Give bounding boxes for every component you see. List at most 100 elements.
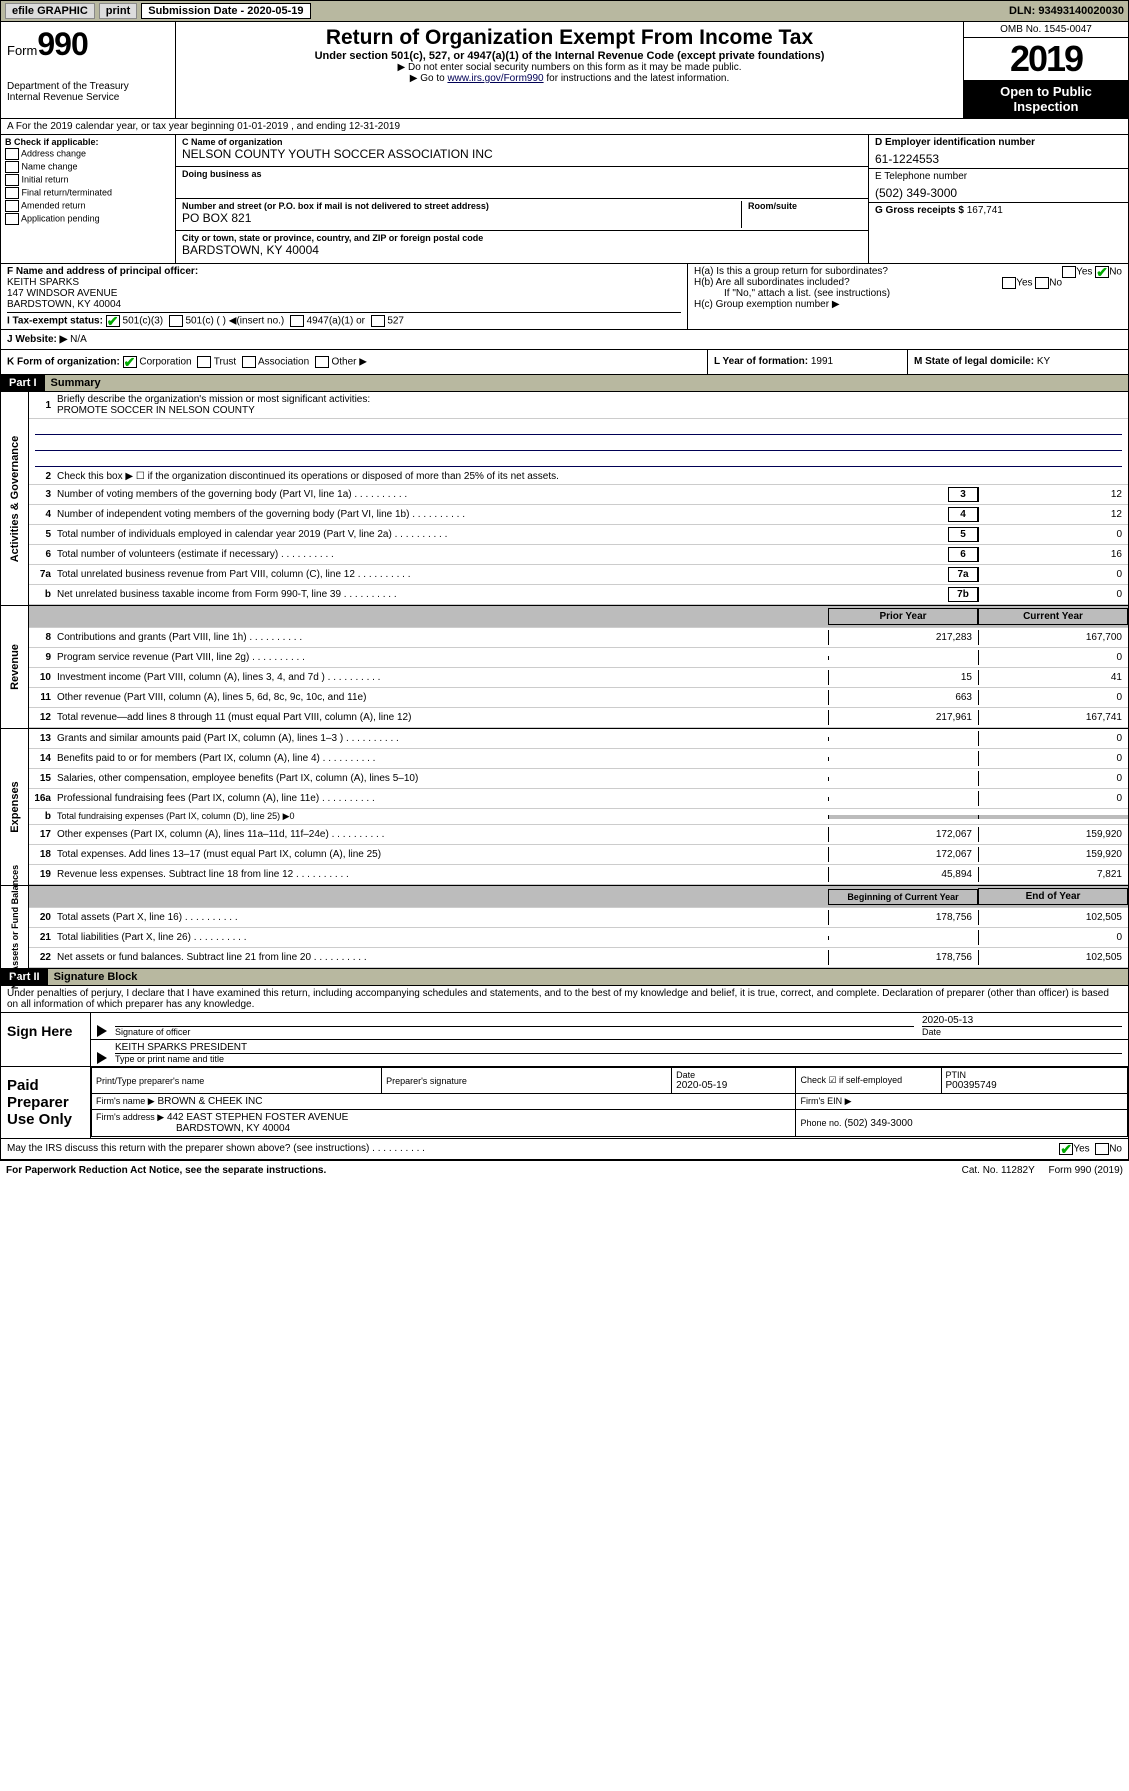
- form-note2: ▶ Go to www.irs.gov/Form990 for instruct…: [180, 73, 959, 84]
- discuss-row: May the IRS discuss this return with the…: [0, 1139, 1129, 1160]
- curr-line12: 167,741: [978, 710, 1128, 725]
- omb-number: OMB No. 1545-0047: [964, 22, 1128, 38]
- ein-value: 61-1224553: [875, 152, 1122, 166]
- form-note1: ▶ Do not enter social security numbers o…: [180, 62, 959, 73]
- print-button[interactable]: print: [99, 3, 137, 19]
- beg-line22: 178,756: [828, 950, 978, 965]
- prior-line18: 172,067: [828, 847, 978, 862]
- preparer-table: Print/Type preparer's name Preparer's si…: [91, 1067, 1128, 1137]
- curr-line11: 0: [978, 690, 1128, 705]
- row-fh: F Name and address of principal officer:…: [0, 264, 1129, 330]
- column-b-checkboxes: B Check if applicable: Address change Na…: [1, 135, 176, 263]
- form-subtitle: Under section 501(c), 527, or 4947(a)(1)…: [180, 50, 959, 62]
- chk-discuss-no[interactable]: [1095, 1143, 1109, 1155]
- column-c-org: C Name of organization NELSON COUNTY YOU…: [176, 135, 868, 263]
- dln-label: DLN: 93493140020030: [1009, 5, 1124, 17]
- irs-link[interactable]: www.irs.gov/Form990: [447, 73, 543, 84]
- year-formation: 1991: [811, 356, 833, 367]
- chk-501c[interactable]: [169, 315, 183, 327]
- efile-button[interactable]: efile GRAPHIC: [5, 3, 95, 19]
- curr-line10: 41: [978, 670, 1128, 685]
- row-a-taxyear: A For the 2019 calendar year, or tax yea…: [0, 119, 1129, 135]
- prior-line19: 45,894: [828, 867, 978, 882]
- chk-501c3[interactable]: [106, 315, 120, 327]
- chk-other[interactable]: [315, 356, 329, 368]
- prep-date: 2020-05-19: [676, 1080, 791, 1091]
- end-line22: 102,505: [978, 950, 1128, 965]
- chk-ha-yes[interactable]: [1062, 266, 1076, 278]
- chk-trust[interactable]: [197, 356, 211, 368]
- column-d-info: D Employer identification number 61-1224…: [868, 135, 1128, 263]
- page-footer: For Paperwork Reduction Act Notice, see …: [0, 1160, 1129, 1180]
- prior-line17: 172,067: [828, 827, 978, 842]
- arrow-icon: [97, 1025, 107, 1037]
- state-domicile: KY: [1037, 356, 1050, 367]
- top-toolbar: efile GRAPHIC print Submission Date - 20…: [0, 0, 1129, 22]
- officer-print-name: KEITH SPARKS PRESIDENT: [115, 1042, 1122, 1053]
- curr-line9: 0: [978, 650, 1128, 665]
- mission-text: PROMOTE SOCCER IN NELSON COUNTY: [57, 405, 255, 416]
- beg-line20: 178,756: [828, 910, 978, 925]
- expenses-section: Expenses 13Grants and similar amounts pa…: [0, 729, 1129, 886]
- row-klm: K Form of organization: Corporation Trus…: [0, 350, 1129, 375]
- form-number: Form990: [7, 26, 169, 63]
- gross-receipts-value: 167,741: [967, 205, 1003, 216]
- curr-line13: 0: [978, 731, 1128, 746]
- chk-discuss-yes[interactable]: [1059, 1143, 1073, 1155]
- chk-address-change[interactable]: [5, 148, 19, 160]
- chk-assoc[interactable]: [242, 356, 256, 368]
- chk-application-pending[interactable]: [5, 213, 19, 225]
- tax-year: 2019: [964, 38, 1128, 80]
- arrow-icon: [97, 1052, 107, 1064]
- org-address: PO BOX 821: [182, 211, 737, 225]
- chk-527[interactable]: [371, 315, 385, 327]
- block-bcd: B Check if applicable: Address change Na…: [0, 135, 1129, 264]
- part2-header: Part II Signature Block: [0, 969, 1129, 986]
- firm-address: 442 EAST STEPHEN FOSTER AVENUE: [167, 1112, 348, 1123]
- curr-line8: 167,700: [978, 630, 1128, 645]
- revenue-section: Revenue Prior YearCurrent Year 8Contribu…: [0, 606, 1129, 729]
- telephone-value: (502) 349-3000: [875, 186, 1122, 200]
- officer-addr1: 147 WINDSOR AVENUE: [7, 288, 681, 299]
- ptin-value: P00395749: [946, 1080, 1124, 1091]
- curr-line16a: 0: [978, 791, 1128, 806]
- chk-initial-return[interactable]: [5, 174, 19, 186]
- perjury-text: Under penalties of perjury, I declare th…: [0, 986, 1129, 1013]
- curr-line14: 0: [978, 751, 1128, 766]
- prior-line12: 217,961: [828, 710, 978, 725]
- chk-corp[interactable]: [123, 356, 137, 368]
- chk-amended[interactable]: [5, 200, 19, 212]
- chk-hb-yes[interactable]: [1002, 277, 1016, 289]
- val-line7a: 0: [978, 567, 1128, 582]
- dept-label: Department of the Treasury Internal Reve…: [7, 81, 169, 103]
- curr-line18: 159,920: [978, 847, 1128, 862]
- chk-hb-no[interactable]: [1035, 277, 1049, 289]
- org-city: BARDSTOWN, KY 40004: [182, 243, 862, 257]
- curr-line19: 7,821: [978, 867, 1128, 882]
- val-line6: 16: [978, 547, 1128, 562]
- part1-header: Part I Summary: [0, 375, 1129, 392]
- curr-line17: 159,920: [978, 827, 1128, 842]
- governance-section: Activities & Governance 1Briefly describ…: [0, 392, 1129, 606]
- prior-line10: 15: [828, 670, 978, 685]
- val-line5: 0: [978, 527, 1128, 542]
- chk-4947[interactable]: [290, 315, 304, 327]
- paid-preparer-block: Paid Preparer Use Only Print/Type prepar…: [0, 1067, 1129, 1139]
- form-header: Form990 Department of the Treasury Inter…: [0, 22, 1129, 119]
- org-name: NELSON COUNTY YOUTH SOCCER ASSOCIATION I…: [182, 147, 862, 161]
- submission-date: Submission Date - 2020-05-19: [141, 3, 310, 19]
- curr-line15: 0: [978, 771, 1128, 786]
- chk-name-change[interactable]: [5, 161, 19, 173]
- sign-here-block: Sign Here Signature of officer 2020-05-1…: [0, 1013, 1129, 1067]
- sign-date: 2020-05-13: [922, 1015, 1122, 1026]
- open-public-badge: Open to Public Inspection: [964, 80, 1128, 118]
- chk-ha-no[interactable]: [1095, 266, 1109, 278]
- netassets-section: Net Assets or Fund Balances Beginning of…: [0, 886, 1129, 969]
- row-j-website: J Website: ▶ N/A: [0, 330, 1129, 350]
- prior-line8: 217,283: [828, 630, 978, 645]
- chk-final-return[interactable]: [5, 187, 19, 199]
- val-line4: 12: [978, 507, 1128, 522]
- officer-addr2: BARDSTOWN, KY 40004: [7, 299, 681, 310]
- end-line21: 0: [978, 930, 1128, 945]
- website-value: N/A: [70, 334, 87, 345]
